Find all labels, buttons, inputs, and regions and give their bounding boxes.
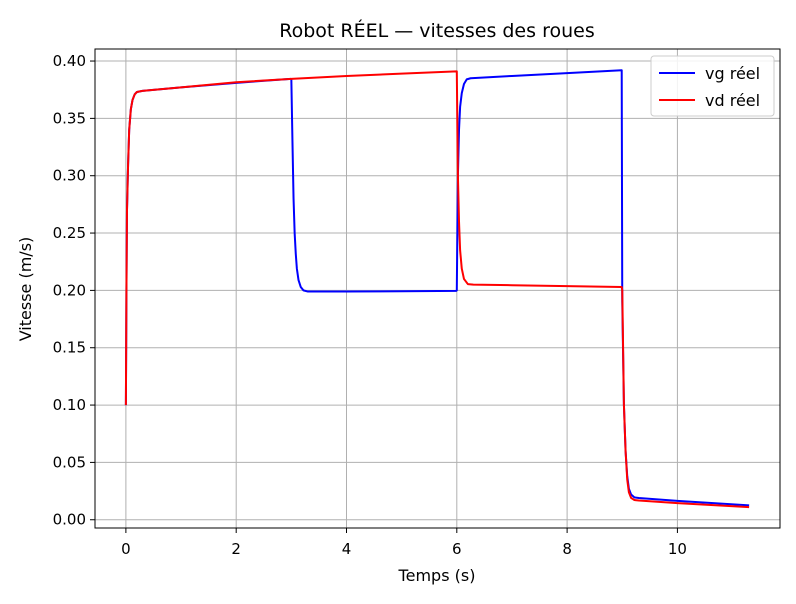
y-tick-label: 0.25 — [53, 224, 86, 242]
series-line-vd — [124, 70, 750, 509]
legend: vg réel vd réel — [650, 55, 775, 117]
ticks: 0 2 4 6 8 10 0.00 0.05 0.10 0.15 0.20 0.25 0.30 0.35 0… — [53, 52, 687, 558]
x-tick-label: 0 — [121, 540, 131, 558]
chart-title: Robot RÉEL — vitesses des roues — [279, 19, 594, 42]
x-tick-label: 8 — [562, 540, 572, 558]
x-tick-label: 2 — [231, 540, 241, 558]
y-tick-label: 0.10 — [53, 396, 86, 414]
y-tick-label: 0.35 — [53, 109, 86, 127]
y-tick-label: 0.30 — [53, 167, 86, 185]
x-tick-label: 4 — [342, 540, 352, 558]
y-tick-label: 0.15 — [53, 339, 86, 357]
series-layer — [124, 69, 750, 509]
plot-frame — [94, 48, 781, 529]
y-tick-label: 0.05 — [53, 453, 86, 471]
y-tick-label: 0.40 — [53, 52, 86, 70]
x-axis-label: Temps (s) — [398, 566, 476, 585]
legend-label-vg: vg réel — [705, 64, 760, 83]
legend-label-vd: vd réel — [705, 91, 760, 110]
x-tick-label: 6 — [452, 540, 462, 558]
y-tick-label: 0.00 — [53, 511, 86, 529]
x-tick-label: 10 — [668, 540, 687, 558]
y-axis-label: Vitesse (m/s) — [16, 237, 35, 342]
y-tick-label: 0.20 — [53, 281, 86, 299]
